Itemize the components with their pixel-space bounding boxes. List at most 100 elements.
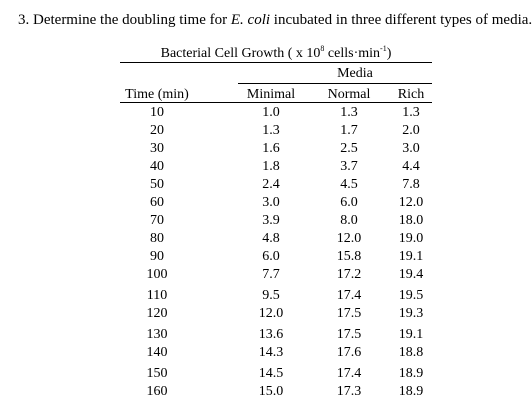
question-prefix: 3. Determine the doubling time for: [18, 12, 231, 28]
column-header-normal: Normal: [327, 87, 371, 102]
cell-minimal: 14.3: [258, 345, 284, 360]
cell-normal: 15.8: [336, 249, 362, 264]
cell-rich: 19.1: [398, 249, 424, 264]
cell-time: 20: [150, 123, 164, 138]
cell-time: 40: [150, 159, 164, 174]
media-group-header: Media: [337, 66, 373, 81]
cell-normal: 1.3: [340, 105, 358, 120]
table-row: 130 13.6 17.5 19.1: [120, 326, 432, 344]
table-title-post: ): [386, 46, 392, 61]
table-row: 70 3.9 8.0 18.0: [120, 212, 432, 230]
cell-rich: 19.0: [398, 231, 424, 246]
table-row: 10 1.0 1.3 1.3: [120, 104, 432, 122]
cell-minimal: 13.6: [258, 327, 284, 342]
cell-time: 110: [146, 288, 168, 303]
table-row: 110 9.5 17.4 19.5: [120, 287, 432, 305]
cell-time: 140: [146, 345, 168, 360]
cell-time: 90: [150, 249, 164, 264]
table-row: 50 2.4 4.5 7.8: [120, 176, 432, 194]
cell-normal: 17.4: [336, 288, 362, 303]
cell-rich: 4.4: [402, 159, 420, 174]
cell-normal: 17.6: [336, 345, 362, 360]
column-header-rule: [120, 102, 432, 103]
cell-time: 80: [150, 231, 164, 246]
table-body: 10 1.0 1.3 1.3 20 1.3 1.7 2.0 30 1.6 2.5 3.0 40 1.8 3.…: [120, 104, 432, 401]
cell-time: 160: [146, 384, 168, 399]
cell-rich: 12.0: [398, 195, 424, 210]
cell-normal: 17.2: [336, 267, 362, 282]
cell-normal: 4.5: [340, 177, 358, 192]
growth-table: Bacterial Cell Growth ( x 108 cells·min-…: [120, 45, 432, 399]
cell-normal: 3.7: [340, 159, 358, 174]
cell-minimal: 12.0: [258, 306, 284, 321]
cell-rich: 3.0: [402, 141, 420, 156]
question-suffix: incubated in three different types of me…: [270, 12, 532, 28]
cell-normal: 2.5: [340, 141, 358, 156]
table-title-exponent: 8: [320, 44, 325, 53]
table-row: 140 14.3 17.6 18.8: [120, 344, 432, 362]
cell-time: 50: [150, 177, 164, 192]
table-title-mid: cells·min: [324, 46, 381, 61]
cell-minimal: 2.4: [262, 177, 280, 192]
cell-rich: 19.3: [398, 306, 424, 321]
cell-minimal: 7.7: [262, 267, 280, 282]
table-title: Bacterial Cell Growth ( x 108 cells·min-…: [120, 45, 432, 62]
cell-normal: 12.0: [336, 231, 362, 246]
cell-time: 100: [146, 267, 168, 282]
cell-normal: 17.4: [336, 366, 362, 381]
question-text: 3. Determine the doubling time for E. co…: [18, 11, 532, 29]
cell-normal: 6.0: [340, 195, 358, 210]
media-group-rule: [238, 83, 432, 84]
table-row: 60 3.0 6.0 12.0: [120, 194, 432, 212]
cell-time: 30: [150, 141, 164, 156]
column-header-row: Time (min) Minimal Normal Rich: [120, 86, 432, 103]
table-row: 40 1.8 3.7 4.4: [120, 158, 432, 176]
cell-time: 130: [146, 327, 168, 342]
table-row: 120 12.0 17.5 19.3: [120, 305, 432, 323]
table-row: 80 4.8 12.0 19.0: [120, 230, 432, 248]
cell-minimal: 1.8: [262, 159, 280, 174]
cell-rich: 18.8: [398, 345, 424, 360]
cell-minimal: 6.0: [262, 249, 280, 264]
table-row: 160 15.0 17.3 18.9: [120, 383, 432, 401]
cell-minimal: 3.0: [262, 195, 280, 210]
cell-minimal: 1.3: [262, 123, 280, 138]
table-title-exponent-2: -1: [380, 44, 387, 53]
cell-rich: 1.3: [402, 105, 420, 120]
cell-minimal: 15.0: [258, 384, 284, 399]
cell-rich: 2.0: [402, 123, 420, 138]
cell-rich: 18.9: [398, 384, 424, 399]
table-top-rule: [120, 62, 432, 63]
cell-minimal: 1.6: [262, 141, 280, 156]
cell-rich: 7.8: [402, 177, 420, 192]
cell-rich: 19.4: [398, 267, 424, 282]
cell-rich: 18.9: [398, 366, 424, 381]
cell-time: 120: [146, 306, 168, 321]
cell-minimal: 4.8: [262, 231, 280, 246]
column-header-rich: Rich: [397, 87, 425, 102]
cell-normal: 8.0: [340, 213, 358, 228]
table-row: 100 7.7 17.2 19.4: [120, 266, 432, 284]
cell-normal: 17.5: [336, 306, 362, 321]
cell-rich: 19.5: [398, 288, 424, 303]
table-row: 150 14.5 17.4 18.9: [120, 365, 432, 383]
table-row: 90 6.0 15.8 19.1: [120, 248, 432, 266]
cell-time: 150: [146, 366, 168, 381]
cell-minimal: 1.0: [262, 105, 280, 120]
cell-minimal: 14.5: [258, 366, 284, 381]
cell-time: 60: [150, 195, 164, 210]
cell-time: 10: [150, 105, 164, 120]
cell-normal: 1.7: [340, 123, 358, 138]
organism-name: E. coli: [230, 12, 271, 28]
cell-minimal: 3.9: [262, 213, 280, 228]
table-row: 20 1.3 1.7 2.0: [120, 122, 432, 140]
cell-minimal: 9.5: [262, 288, 280, 303]
column-header-time: Time (min): [125, 87, 189, 102]
cell-rich: 18.0: [398, 213, 424, 228]
table-row: 30 1.6 2.5 3.0: [120, 140, 432, 158]
table-title-pre: Bacterial Cell Growth ( x 10: [160, 46, 321, 61]
column-header-minimal: Minimal: [246, 87, 296, 102]
cell-normal: 17.5: [336, 327, 362, 342]
cell-time: 70: [150, 213, 164, 228]
cell-normal: 17.3: [336, 384, 362, 399]
